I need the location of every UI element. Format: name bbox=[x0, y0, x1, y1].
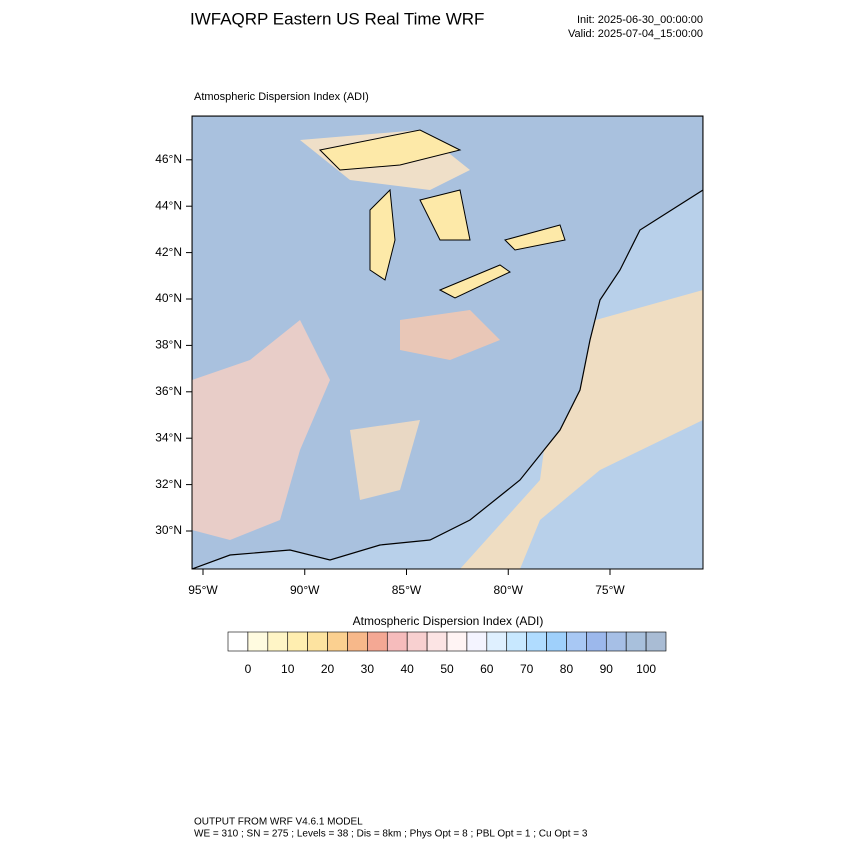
lon-label: 80°W bbox=[494, 583, 524, 597]
lake-michigan bbox=[369, 188, 396, 281]
colorbar-box bbox=[367, 631, 388, 652]
colorbar-box bbox=[605, 631, 627, 652]
map bbox=[191, 115, 704, 570]
map-title: Atmospheric Dispersion Index (ADI) bbox=[194, 91, 369, 103]
colorbar-box bbox=[327, 631, 348, 652]
ocean-patch bbox=[460, 290, 703, 569]
land-patch bbox=[400, 310, 500, 360]
colorbar-label: 10 bbox=[281, 662, 295, 676]
colorbar-label: 50 bbox=[440, 662, 454, 676]
colorbar-label: 20 bbox=[321, 662, 335, 676]
footer-line: WE = 310 ; SN = 275 ; Levels = 38 ; Dis … bbox=[194, 829, 588, 840]
colorbar-label: 90 bbox=[600, 662, 614, 676]
colorbar-label: 60 bbox=[480, 662, 494, 676]
land-patch bbox=[350, 420, 420, 500]
title: IWFAQRP Eastern US Real Time WRF bbox=[190, 9, 484, 28]
colorbar-box bbox=[247, 631, 269, 652]
lat-label: 44°N bbox=[155, 198, 182, 212]
colorbar-box bbox=[566, 631, 587, 652]
lon-label: 75°W bbox=[595, 583, 625, 597]
lat-label: 38°N bbox=[155, 338, 182, 352]
colorbar-box bbox=[307, 631, 328, 652]
colorbar-box bbox=[386, 631, 408, 652]
colorbar-box bbox=[506, 631, 527, 652]
colorbar-box bbox=[227, 631, 249, 652]
init-time: Init: 2025-06-30_00:00:00 bbox=[577, 14, 703, 26]
colorbar-label: 40 bbox=[401, 662, 415, 676]
lat-label: 34°N bbox=[155, 430, 182, 444]
colorbar-box bbox=[526, 631, 547, 652]
colorbar-label: 80 bbox=[560, 662, 574, 676]
lake-superior bbox=[318, 129, 462, 171]
colorbar-label: 100 bbox=[636, 662, 656, 676]
colorbar-box bbox=[406, 631, 428, 652]
colorbar-label: 0 bbox=[245, 662, 252, 676]
lake-huron bbox=[419, 189, 471, 241]
colorbar-box bbox=[466, 631, 488, 652]
valid-time: Valid: 2025-07-04_15:00:00 bbox=[568, 28, 703, 40]
colorbar-box bbox=[546, 631, 567, 652]
colorbar-box bbox=[586, 631, 607, 652]
colorbar-box bbox=[486, 631, 508, 652]
colorbar-box bbox=[426, 631, 448, 652]
colorbar-title: Atmospheric Dispersion Index (ADI) bbox=[353, 614, 544, 628]
lake-ontario bbox=[504, 224, 566, 251]
lon-label: 90°W bbox=[290, 583, 320, 597]
lat-label: 36°N bbox=[155, 384, 182, 398]
lon-label: 85°W bbox=[392, 583, 422, 597]
colorbar-box bbox=[267, 631, 289, 652]
footer-line: OUTPUT FROM WRF V4.6.1 MODEL bbox=[194, 817, 363, 828]
land-patch bbox=[192, 320, 330, 540]
map-frame bbox=[191, 115, 704, 570]
colorbar-box bbox=[347, 631, 368, 652]
colorbar-label: 70 bbox=[520, 662, 534, 676]
lake-erie bbox=[438, 264, 511, 299]
colorbar-box bbox=[645, 631, 667, 652]
colorbar-box bbox=[446, 631, 468, 652]
lat-label: 30°N bbox=[155, 523, 182, 537]
lat-label: 40°N bbox=[155, 291, 182, 305]
lat-label: 46°N bbox=[155, 152, 182, 166]
colorbar-box bbox=[625, 631, 647, 652]
lat-label: 32°N bbox=[155, 477, 182, 491]
lon-label: 95°W bbox=[188, 583, 218, 597]
lat-label: 42°N bbox=[155, 245, 182, 259]
colorbar-box bbox=[287, 631, 308, 652]
colorbar-label: 30 bbox=[361, 662, 375, 676]
